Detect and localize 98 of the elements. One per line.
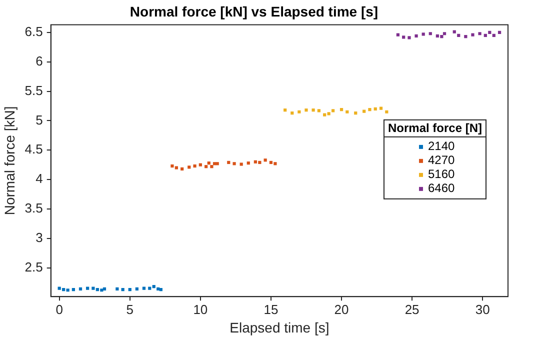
point [368,108,372,112]
y-axis-title: Normal force [kN] [1,106,18,216]
point [152,285,156,288]
point [354,111,358,115]
point [452,30,456,34]
point [159,288,162,292]
legend-title: Normal force [N] [388,121,482,136]
y-tick-label: 4 [36,171,43,186]
y-tick-label: 5 [36,112,43,128]
legend-label: 6460 [428,181,456,196]
y-tick-label: 3.5 [24,200,43,216]
x-tick-label: 10 [193,302,208,317]
point [385,110,388,114]
point [148,286,152,290]
point [66,288,70,292]
point [264,158,267,162]
y-tick-label: 6 [36,53,43,68]
point [212,162,216,166]
x-tick-label: 20 [334,302,349,317]
point [498,30,502,34]
point [414,34,418,38]
x-tick-label: 30 [475,302,490,317]
point [188,166,191,169]
x-tick-label: 5 [126,302,134,317]
point [216,162,219,166]
point [290,111,294,115]
point [436,34,440,38]
point [72,288,75,292]
point [86,286,90,290]
y-tick-label: 4.5 [24,142,43,157]
point [232,162,236,166]
point [317,109,320,112]
y-tick-label: 3 [36,230,43,245]
point [92,286,95,290]
point [135,287,138,291]
point [116,287,119,291]
point [471,33,474,36]
point [327,112,330,116]
point [323,113,326,116]
x-tick-label: 0 [56,302,63,317]
y-tick-label: 2.5 [24,259,43,274]
point [207,162,210,165]
point [304,108,308,112]
point [78,287,82,291]
point [193,164,196,168]
legend-label: 2140 [428,139,456,154]
point [374,107,377,110]
point [396,33,400,36]
point [442,32,446,36]
point [457,34,460,37]
point [156,287,160,291]
point [362,110,366,113]
point [180,167,184,170]
point [408,36,411,40]
legend-label: 5160 [428,167,456,182]
point [58,286,61,290]
point [96,288,99,292]
point [174,166,178,170]
point [102,287,106,291]
point [170,164,174,168]
point [274,162,277,166]
point [269,160,273,164]
point [142,286,146,290]
y-tick-label: 6.5 [24,24,43,40]
point [284,108,287,112]
point [62,288,66,292]
point [464,35,468,38]
point [298,110,301,114]
legend-label: 4270 [428,153,456,168]
point [488,30,492,34]
point [128,288,132,292]
point [492,34,496,37]
x-tick-label: 15 [264,302,278,317]
chart-title: Normal force [kN] vs Elapsed time [s] [130,3,378,20]
point [227,160,230,164]
point [340,108,344,112]
point [440,35,444,38]
point [379,106,383,110]
point [484,34,487,37]
point [478,32,482,36]
point [402,36,406,39]
x-axis-title: Elapsed time [s] [230,319,330,336]
point [210,165,214,168]
point [331,109,335,112]
point [312,108,315,112]
point [422,32,425,36]
point [198,163,202,166]
point [204,165,208,168]
point [258,160,262,164]
x-tick-label: 25 [404,302,420,317]
point [254,160,258,164]
y-tick-label: 5.5 [24,82,43,98]
point [121,288,124,292]
point [428,32,432,36]
point [246,162,250,165]
point [240,162,243,166]
point [100,288,104,292]
point [346,110,349,114]
